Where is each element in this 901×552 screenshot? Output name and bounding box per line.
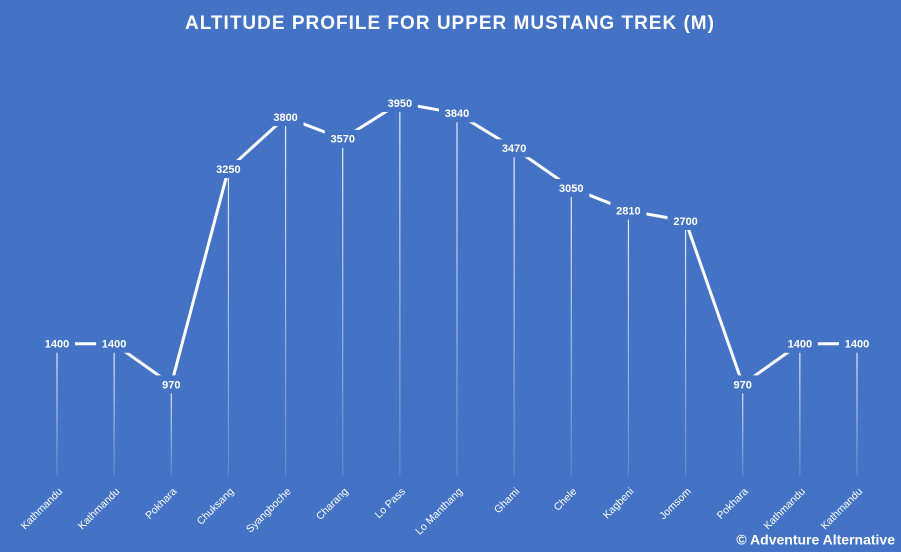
data-label: 2810 [616, 206, 640, 218]
drop-line [742, 384, 744, 476]
data-label: 3840 [445, 108, 469, 120]
data-label-bg [610, 201, 647, 220]
data-label: 1400 [45, 339, 69, 351]
drop-line [113, 343, 115, 476]
data-label-bg [96, 334, 133, 353]
drop-line [284, 117, 287, 476]
drop-line [456, 113, 458, 476]
drop-line [399, 102, 401, 476]
data-label: 1400 [845, 339, 869, 351]
drop-line [856, 343, 858, 476]
chart-title: ALTITUDE PROFILE FOR UPPER MUSTANG TREK … [185, 13, 715, 34]
drop-line [56, 343, 58, 476]
drop-line [684, 221, 687, 476]
data-label: 3050 [559, 183, 583, 195]
data-label: 3950 [388, 98, 412, 110]
data-label-bg [496, 139, 533, 158]
data-label: 3800 [273, 112, 297, 124]
data-label: 1400 [102, 339, 126, 351]
drop-line [170, 384, 172, 476]
data-label: 1400 [788, 339, 812, 351]
drop-line [342, 138, 344, 477]
data-label: 3570 [330, 134, 354, 146]
data-label-bg [324, 129, 361, 148]
data-label: 3470 [502, 143, 526, 155]
data-label-bg [39, 334, 75, 353]
drop-line [227, 169, 230, 477]
source-credit: © Adventure Alternative [736, 532, 895, 548]
data-label-bg [667, 212, 704, 230]
data-label-bg [724, 375, 761, 394]
drop-line [627, 210, 630, 476]
data-label-bg [553, 178, 590, 197]
data-label-bg [439, 104, 475, 123]
drop-line [513, 148, 515, 476]
drop-line [570, 187, 572, 476]
data-label-bg [153, 375, 190, 394]
data-label: 2700 [673, 216, 697, 228]
data-label-bg [381, 93, 418, 112]
drop-line [799, 343, 801, 476]
data-label-bg [210, 160, 247, 179]
data-label-bg [781, 334, 818, 353]
data-label: 970 [734, 379, 752, 391]
data-label: 970 [162, 379, 180, 391]
data-label: 3250 [216, 164, 240, 176]
data-label-bg [839, 334, 875, 353]
data-label-bg [267, 108, 304, 127]
